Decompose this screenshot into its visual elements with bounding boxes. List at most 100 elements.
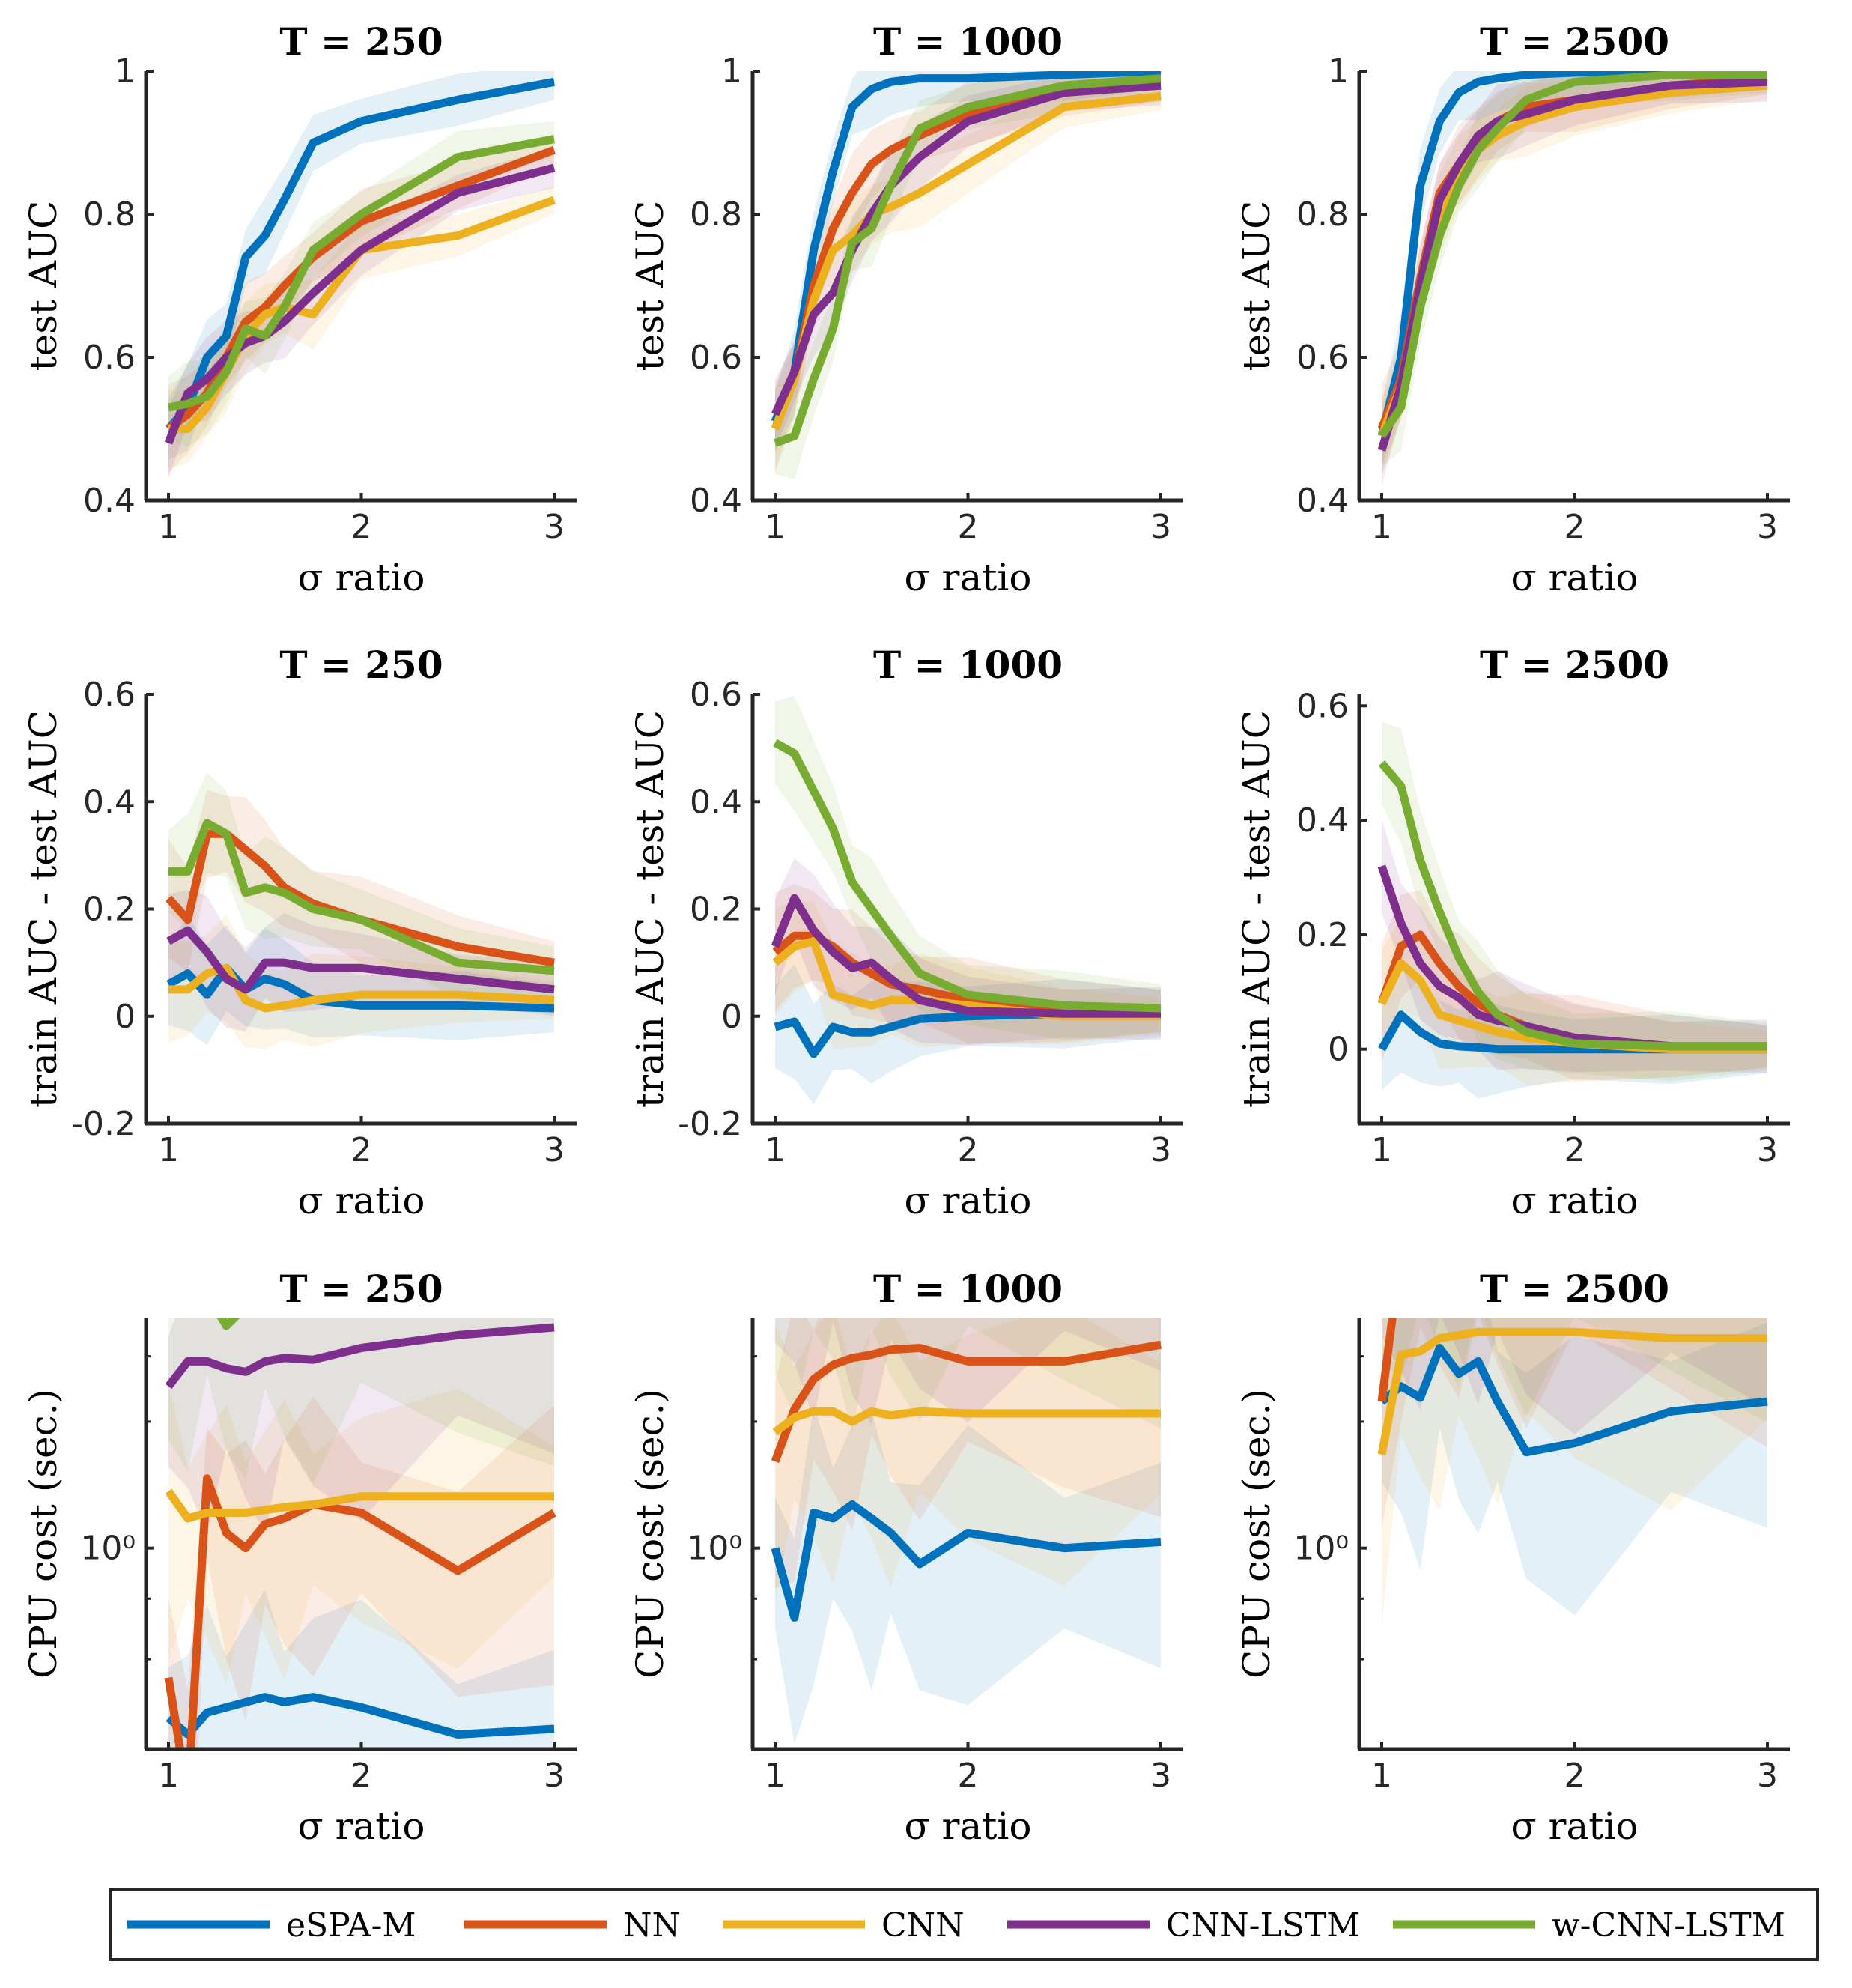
x-tick-label: 3 [1150, 1131, 1171, 1169]
band-cnn-lstm [775, 1318, 1161, 1425]
line-nn [772, 931, 1161, 1016]
x-axis-label: σ ratio [298, 556, 425, 599]
x-tick-label: 1 [765, 508, 786, 546]
y-axis-label: CPU cost (sec.) [22, 1389, 65, 1679]
x-axis-label: σ ratio [298, 1179, 425, 1222]
panel-title: T = 250 [279, 1267, 443, 1311]
x-tick-label: 1 [765, 1757, 786, 1795]
line-cnn [772, 1407, 1161, 1436]
x-axis-label: σ ratio [1511, 1804, 1639, 1848]
x-tick-label: 3 [1150, 508, 1171, 546]
legend: eSPA-M NN CNN CNN-LSTM w-CNN-LSTM [109, 1888, 1819, 1961]
panel-title: T = 1000 [873, 19, 1063, 64]
x-tick-label: 1 [158, 508, 179, 546]
band-cnn [168, 1384, 554, 1685]
x-axis-label: σ ratio [298, 1804, 425, 1848]
y-tick-label: 0 [721, 998, 742, 1036]
band-w-cnn-lstm [1382, 71, 1767, 467]
legend-item-nn: NN [464, 1906, 681, 1945]
band-espa-m [775, 1404, 1161, 1745]
x-axis-label: σ ratio [1511, 1179, 1639, 1222]
series-lines [771, 739, 1162, 1058]
legend-item-cnn-lstm: CNN-LSTM [1007, 1906, 1360, 1945]
y-tick-label: 0.8 [690, 196, 742, 234]
x-tick-label: 2 [958, 508, 979, 546]
band-nn [1382, 71, 1767, 473]
panel-title: T = 250 [279, 643, 443, 687]
x-tick-label: 1 [1371, 508, 1392, 546]
x-tick-label: 3 [1757, 1131, 1778, 1169]
y-tick-label: 0.4 [1296, 482, 1349, 520]
x-tick-label: 2 [958, 1131, 979, 1169]
line-cnn-lstm [165, 1323, 555, 1390]
line-w-cnn-lstm [1378, 760, 1767, 1051]
legend-item-espa-m: eSPA-M [127, 1906, 416, 1945]
band-espa-m [775, 964, 1161, 1104]
y-axis-label: test AUC [628, 201, 672, 372]
panel-1-2: 1 2 3 0.4 0.6 0.8 1 T = 1000 σ ratio test AUC [628, 19, 1183, 599]
panel-3-1: 1 2 3 10⁰ T = 250 σ ratio CPU cost (sec.) [22, 1267, 577, 1848]
x-tick-label: 1 [158, 1757, 179, 1795]
band-cnn-lstm [775, 858, 1161, 1046]
band-cnn [1382, 1318, 1767, 1627]
series-lines [1377, 1318, 1768, 1457]
x-tick-label: 3 [544, 508, 565, 546]
line-cnn [165, 1488, 554, 1523]
line-w-cnn-lstm [773, 739, 1162, 1013]
x-tick-label: 2 [1564, 1131, 1585, 1169]
band-w-cnn-lstm [1382, 1318, 1767, 1422]
legend-label: NN [623, 1906, 681, 1945]
panel-title: T = 250 [279, 19, 443, 64]
series-lines [1377, 760, 1767, 1054]
panel-3-3: 1 2 3 10⁰ T = 2500 σ ratio CPU cost (sec.) [1235, 1267, 1790, 1848]
y-tick-label: 0.8 [83, 196, 136, 234]
line-espa-m [771, 1500, 1162, 1622]
band-cnn [775, 1318, 1161, 1604]
band-cnn-lstm [1382, 1318, 1767, 1435]
legend-label: CNN-LSTM [1166, 1906, 1360, 1945]
x-tick-label: 1 [158, 1131, 179, 1169]
legend-label: w-CNN-LSTM [1552, 1906, 1785, 1945]
y-axis-label: train AUC - test AUC [628, 710, 672, 1108]
y-tick-label: 1 [721, 52, 742, 91]
y-tick-label: 1 [115, 52, 136, 91]
panel-1-3: 1 2 3 0.4 0.6 0.8 1 T = 2500 σ ratio test AUC [1235, 19, 1790, 599]
line-cnn [168, 196, 556, 433]
band-nn [1382, 890, 1767, 1081]
y-tick-label: 0.6 [83, 339, 136, 377]
x-tick-label: 3 [544, 1757, 565, 1795]
y-tick-label: 0.4 [83, 783, 136, 821]
panel-title: T = 1000 [873, 1267, 1063, 1311]
series-lines [164, 77, 556, 445]
y-tick-label: 0.6 [690, 339, 742, 377]
y-tick-label: 1 [1328, 52, 1349, 91]
line-espa-m [1379, 1344, 1768, 1457]
line-cnn [168, 963, 555, 1013]
confidence-bands [1382, 71, 1767, 486]
y-axis-label: CPU cost (sec.) [1235, 1389, 1278, 1679]
x-tick-label: 3 [1757, 508, 1778, 546]
legend-label: CNN [881, 1906, 965, 1945]
y-tick-label: 10⁰ [687, 1530, 742, 1568]
y-tick-label: 0.4 [1296, 801, 1349, 840]
series-lines [771, 1340, 1162, 1622]
confidence-bands [775, 1318, 1161, 1745]
band-espa-m [168, 915, 554, 1046]
line-espa-m [166, 1693, 555, 1739]
panel-3-2: 1 2 3 10⁰ T = 1000 σ ratio CPU cost (sec.) [628, 1267, 1183, 1848]
line-w-cnn-lstm [168, 819, 555, 975]
y-axis-label: test AUC [22, 201, 65, 372]
band-nn [775, 1318, 1161, 1588]
band-w-cnn-lstm [168, 121, 554, 447]
x-tick-label: 2 [351, 1757, 372, 1795]
line-espa-m [771, 71, 1162, 423]
line-espa-m [165, 77, 556, 432]
x-axis-label: σ ratio [905, 1804, 1032, 1848]
series-lines [165, 819, 555, 1013]
y-tick-label: 0.4 [690, 783, 742, 821]
legend-item-cnn: CNN [723, 1906, 965, 1945]
y-tick-label: 0.6 [1296, 687, 1349, 725]
panel-title: T = 2500 [1480, 19, 1669, 64]
x-tick-label: 1 [765, 1131, 786, 1169]
